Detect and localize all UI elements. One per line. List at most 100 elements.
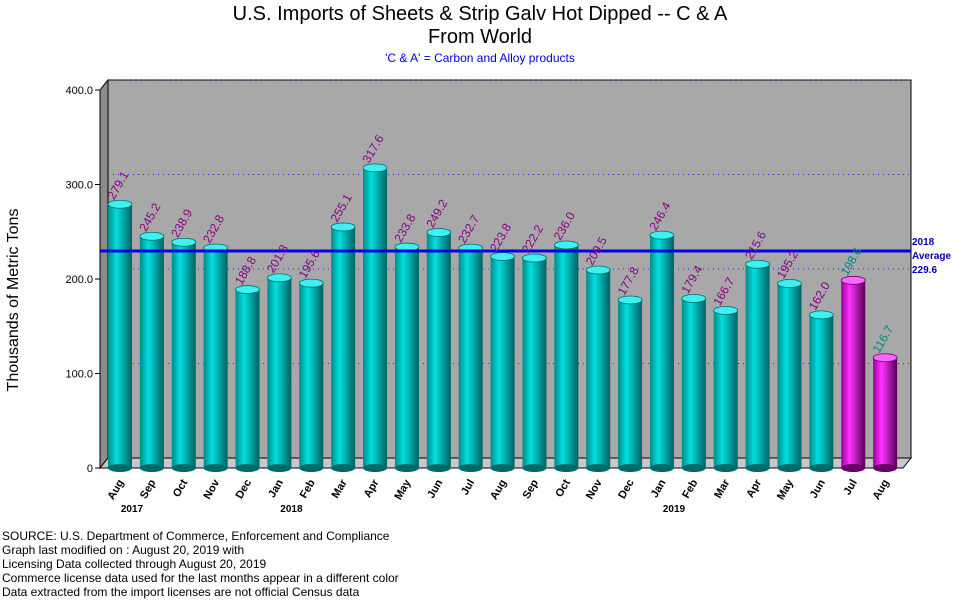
x-tick-label: Oct — [171, 477, 191, 499]
x-tick-label: Mar — [712, 477, 733, 501]
bar-base — [713, 464, 738, 472]
x-tick-label: Jul — [841, 478, 859, 498]
bar-base — [649, 464, 674, 472]
bar — [841, 280, 866, 468]
bar — [171, 242, 196, 468]
bar-top — [490, 252, 515, 261]
modified-line: Graph last modified on : August 20, 2019… — [2, 543, 245, 557]
bar — [586, 270, 611, 468]
bar-top — [266, 273, 292, 283]
bar-top — [585, 265, 611, 275]
bar-top — [426, 228, 452, 237]
y-tick-label: 0 — [87, 463, 93, 475]
x-tick-label: Aug — [488, 478, 509, 503]
bar-base — [490, 464, 515, 472]
color-note-line: Commerce license data used for the last … — [2, 571, 399, 585]
bar-base — [171, 464, 196, 472]
y-tick-label: 400.0 — [65, 85, 93, 97]
x-tick-label: Jan — [266, 477, 286, 500]
bar-base — [363, 464, 388, 472]
y-tick-label: 200.0 — [65, 274, 93, 286]
year-label: 2018 — [280, 504, 303, 515]
bar-base — [681, 464, 706, 472]
chart-subtitle: 'C & A' = Carbon and Alloy products — [385, 51, 575, 65]
bar — [649, 235, 674, 468]
x-tick-label: Apr — [362, 477, 382, 500]
bar — [139, 236, 164, 468]
bar-top — [522, 253, 547, 263]
year-label: 2019 — [663, 504, 686, 515]
bar — [426, 232, 451, 468]
bar-top — [649, 230, 675, 240]
average-label-year: 2018 — [912, 237, 935, 248]
bar-base — [426, 464, 451, 472]
bar — [363, 167, 388, 469]
average-label-text: Average — [912, 251, 952, 262]
x-tick-label: Sep — [138, 477, 159, 501]
x-tick-label: Jun — [808, 477, 828, 500]
bar — [681, 298, 706, 468]
x-tick-label: Aug — [106, 478, 127, 503]
bar-base — [139, 464, 164, 472]
x-tick-label: Jan — [649, 477, 669, 500]
chart-title-line1: U.S. Imports of Sheets & Strip Galv Hot … — [232, 3, 728, 25]
x-tick-label: Oct — [553, 477, 573, 499]
bar-base — [745, 464, 770, 472]
year-label: 2017 — [121, 504, 144, 515]
x-tick-label: Nov — [201, 477, 222, 502]
bar — [554, 244, 579, 468]
bar-base — [394, 464, 419, 472]
bar — [745, 264, 770, 468]
bar-top — [330, 222, 356, 232]
census-note-line: Data extracted from the import licenses … — [2, 585, 360, 599]
bar-base — [299, 464, 324, 472]
bar-top — [171, 237, 197, 247]
bar-top — [617, 295, 643, 305]
bar-base — [108, 464, 132, 472]
source-notes: SOURCE: U.S. Department of Commerce, Enf… — [2, 529, 399, 599]
x-tick-label: Mar — [330, 477, 351, 501]
bar-base — [458, 464, 483, 472]
bar-top — [298, 278, 324, 288]
bar-top — [362, 163, 388, 173]
bar-top — [681, 294, 707, 303]
bar — [713, 310, 738, 468]
bar-top — [840, 275, 866, 285]
bar — [873, 357, 898, 468]
bar-base — [267, 464, 292, 472]
y-tick-label: 300.0 — [65, 180, 93, 192]
bar-base — [203, 464, 228, 472]
x-tick-label: Jul — [459, 478, 477, 498]
bar-base — [235, 464, 260, 472]
x-tick-label: May — [392, 477, 414, 502]
bar — [777, 283, 802, 468]
bar-base — [809, 464, 834, 472]
bar — [458, 248, 483, 468]
bar — [203, 248, 228, 468]
bar-base — [554, 464, 579, 472]
x-tick-label: Dec — [616, 478, 636, 501]
bar-base — [841, 464, 866, 472]
x-tick-label: Aug — [871, 478, 892, 503]
x-tick-label: May — [775, 477, 797, 502]
x-tick-label: Feb — [298, 477, 318, 500]
bar-top — [777, 279, 802, 288]
plot-side-wall — [99, 78, 109, 470]
bar — [394, 247, 419, 468]
bar-top — [745, 259, 770, 269]
bar-top — [553, 240, 579, 250]
bar — [331, 226, 356, 468]
bar-base — [777, 464, 802, 472]
bar — [267, 277, 292, 468]
bar-top — [107, 199, 133, 209]
chart-title-line2: From World — [427, 26, 533, 48]
bar — [522, 258, 547, 468]
x-tick-label: Jun — [425, 477, 445, 500]
average-label-value: 229.6 — [912, 265, 938, 276]
bar — [618, 299, 643, 468]
bar — [299, 283, 324, 468]
bar-top — [235, 285, 260, 294]
bar-top — [713, 306, 739, 315]
x-tick-label: Sep — [521, 477, 542, 501]
bar-top — [808, 310, 834, 320]
